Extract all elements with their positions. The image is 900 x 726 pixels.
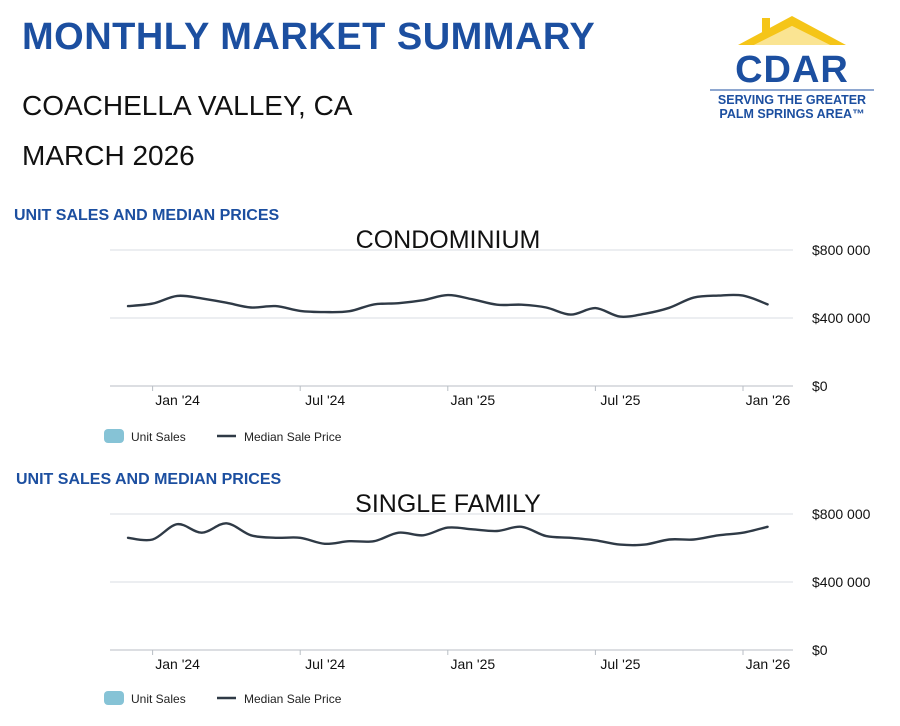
single-family-chart: SINGLE FAMILY $0 $400 000 $800 000 Jan '24 Ju… [104,490,871,706]
x-tick-label: Jan '24 [155,392,200,408]
y-tick-label: $0 [812,378,828,394]
page-title: MONTHLY MARKET SUMMARY [22,16,596,58]
legend-label-unit-sales: Unit Sales [131,692,186,706]
x-tick-label: Jul '24 [305,656,345,672]
x-tick-label: Jan '25 [450,656,495,672]
chart-title: SINGLE FAMILY [355,490,541,518]
legend-swatch-unit-sales [104,691,124,705]
condominium-chart: CONDOMINIUM $0 $400 000 $800 000 Jan '24 Jul … [104,226,871,444]
x-tick-label: Jul '24 [305,392,345,408]
period-label: MARCH 2026 [22,140,195,171]
section-label-condo: UNIT SALES AND MEDIAN PRICES [14,207,280,224]
region-label: COACHELLA VALLEY, CA [22,90,353,121]
x-tick-label: Jul '25 [600,392,640,408]
logo-name: CDAR [735,49,849,91]
y-tick-label: $0 [812,642,828,658]
logo-chimney-icon [762,18,770,32]
logo-tagline-1: SERVING THE GREATER [718,93,866,107]
x-tick-label: Jan '25 [450,392,495,408]
legend-label-median-price: Median Sale Price [244,430,342,444]
legend-label-median-price: Median Sale Price [244,692,342,706]
legend-label-unit-sales: Unit Sales [131,430,186,444]
logo-roof-icon [738,16,846,45]
section-label-single-family: UNIT SALES AND MEDIAN PRICES [16,471,282,488]
x-tick-label: Jan '24 [155,656,200,672]
x-tick-label: Jul '25 [600,656,640,672]
chart-title: CONDOMINIUM [356,226,541,254]
x-tick-label: Jan '26 [746,656,791,672]
median-sale-price-line [126,522,769,547]
median-sale-price-line [126,293,769,319]
logo-tagline-2: PALM SPRINGS AREA™ [719,107,864,121]
y-tick-label: $400 000 [812,574,871,590]
x-tick-label: Jan '26 [746,392,791,408]
y-tick-label: $800 000 [812,242,871,258]
legend-swatch-unit-sales [104,429,124,443]
y-tick-label: $800 000 [812,506,871,522]
y-tick-label: $400 000 [812,310,871,326]
cdar-logo: CDAR SERVING THE GREATER PALM SPRINGS AR… [710,16,874,121]
